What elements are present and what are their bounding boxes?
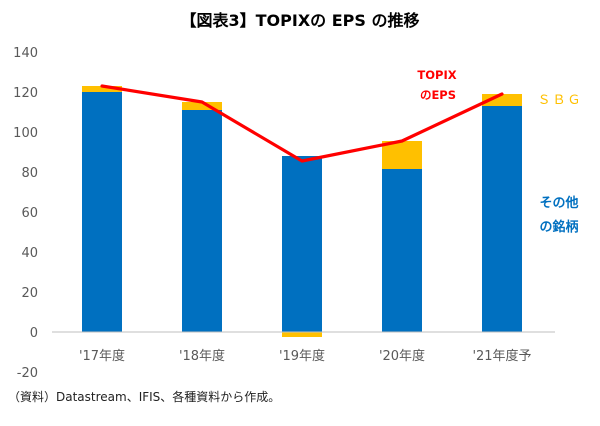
bar-sbg-3 [382,141,422,169]
x-axis: '17年度 '18年度 '19年度 '20年度 '21年度予 [79,348,532,364]
topix-eps-label-line2: のEPS [420,88,456,102]
bar-others-0 [82,92,122,332]
topix-eps-line [100,84,504,163]
y-tick-label: 40 [21,246,38,261]
y-tick-label: 120 [13,86,38,101]
y-tick-label: 80 [21,166,38,181]
y-tick-label: 140 [13,46,38,61]
bar-sbg-0 [82,86,122,92]
topix-eps-label-line1: TOPIX [417,68,456,82]
others-label-line2: の銘柄 [539,219,578,235]
y-tick-label: 100 [13,126,38,141]
bar-others-2 [282,156,322,332]
bar-sbg-1 [182,102,222,110]
chart-title: 【図表3】TOPIXの EPS の推移 [181,11,420,30]
x-tick-label: '18年度 [179,348,225,364]
sbg-label: ＳＢＧ [537,93,582,108]
bar-others-3 [382,169,422,332]
x-tick-label: '20年度 [379,348,425,364]
bar-others-4 [482,106,522,332]
x-tick-label: '17年度 [79,348,125,364]
y-tick-label: 20 [21,286,38,301]
others-label-line1: その他 [539,195,578,211]
x-tick-label: '19年度 [279,348,325,364]
bar-sbg-2 [282,332,322,337]
x-tick-label: '21年度予 [472,348,531,364]
y-tick-label: 0 [30,326,38,341]
bar-others-1 [182,110,222,332]
y-axis: 140 120 100 80 60 40 20 0 -20 [13,46,38,381]
y-tick-label: -20 [17,366,38,381]
y-tick-label: 60 [21,206,38,221]
stacked-bars [82,86,522,337]
source-note: （資料）Datastream、IFIS、各種資料から作成。 [8,389,280,404]
